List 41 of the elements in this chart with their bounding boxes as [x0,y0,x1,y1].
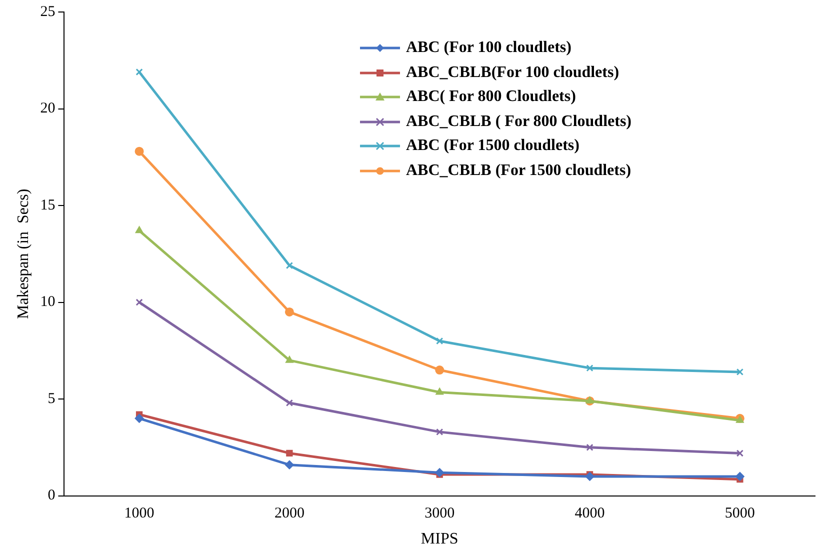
point [736,368,744,376]
point [285,356,294,363]
point [284,307,294,316]
legend-label: ABC( For 800 Cloudlets) [406,88,576,106]
point [435,366,444,375]
x-tick-label: 4000 [574,506,605,522]
point [435,468,444,478]
y-tick-label: 15 [40,197,56,214]
point [284,460,294,470]
point [135,226,144,234]
point [586,444,594,451]
point [586,364,594,372]
legend-label: ABC_CBLB ( For 800 Cloudlets) [406,112,632,131]
point [134,414,144,423]
y-axis-title: Makespan (in Secs) [14,188,32,319]
point [136,298,143,306]
x-axis-title: MIPS [420,530,458,548]
point [436,337,444,345]
point [136,68,143,76]
point [286,450,293,457]
y-tick-label: 10 [40,294,56,310]
x-tick-label: 5000 [724,506,755,522]
y-tick-label: 25 [40,4,56,20]
point [585,472,594,481]
point [736,450,744,457]
y-tick-label: 5 [48,390,56,407]
point [436,388,444,395]
x-tick-label: 1000 [124,506,154,522]
legend-label: ABC_CBLB(For 100 cloudlets) [406,64,620,82]
y-tick-label: 0 [48,488,56,504]
point [735,472,744,481]
legend-label: ABC_CBLB (For 1500 cloudlets) [406,162,632,180]
y-tick-label: 20 [40,100,56,117]
point [436,428,444,436]
legend-label: ABC (For 100 cloudlets) [406,39,572,58]
point [286,399,294,406]
point [286,262,294,270]
legend-label: ABC (For 1500 cloudlets) [406,137,580,156]
x-tick-label: 3000 [424,506,455,522]
x-tick-label: 2000 [274,506,304,522]
point [134,146,144,156]
